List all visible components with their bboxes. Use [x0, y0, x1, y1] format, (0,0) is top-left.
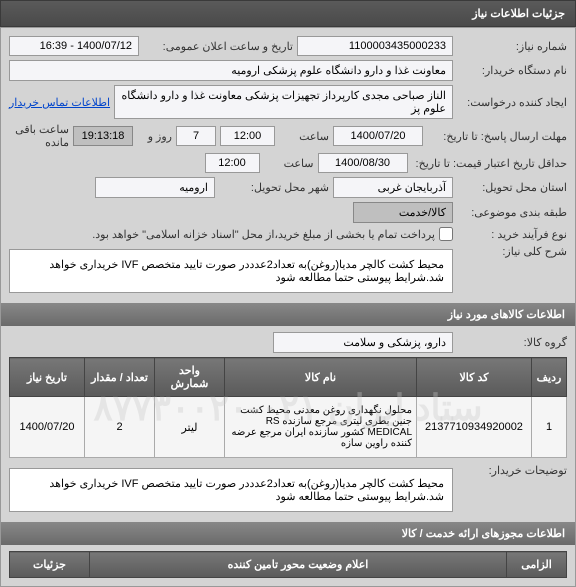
item-service-value: کالا/خدمت	[353, 202, 453, 223]
creator-label: ایجاد کننده درخواست:	[457, 96, 567, 109]
days-value: 7	[176, 126, 216, 146]
send-time-value: 12:00	[220, 126, 275, 146]
valid-date-value: 1400/08/30	[318, 153, 408, 173]
cell-qty: 2	[85, 397, 155, 458]
announce-value: 1400/07/12 - 16:39	[9, 36, 139, 56]
item-service-label: طبقه بندی موضوعی:	[457, 206, 567, 219]
time-label-2: ساعت	[264, 157, 314, 170]
need-no-label: شماره نیاز:	[457, 40, 567, 53]
send-date-value: 1400/07/20	[333, 126, 423, 146]
city-value: ارومیه	[95, 177, 215, 198]
col-qty: تعداد / مقدار	[85, 358, 155, 397]
send-deadline-label: مهلت ارسال پاسخ: تا تاریخ:	[427, 130, 567, 143]
cell-rownum: 1	[532, 397, 567, 458]
city-label: شهر محل تحویل:	[219, 181, 329, 194]
need-no-value: 1100003435000233	[297, 36, 453, 56]
province-value: آذربایجان غربی	[333, 177, 453, 198]
valid-time-value: 12:00	[205, 153, 260, 173]
cell-name: محلول نگهداری روغن معدنی محیط کشت جنین ب…	[225, 397, 417, 458]
buy-process-checkbox[interactable]	[439, 227, 453, 241]
buyer-label: نام دستگاه خریدار:	[457, 64, 567, 77]
col-rownum: ردیف	[532, 358, 567, 397]
group-value: دارو، پزشکی و سلامت	[273, 332, 453, 353]
time-label-1: ساعت	[279, 130, 329, 143]
item-desc-label: توضیحات خریدار:	[457, 464, 567, 477]
remain-label: ساعت باقی مانده	[0, 123, 69, 149]
need-summary-value: محیط کشت کالچر مدیا(روغن)به تعداد2عدددر …	[9, 249, 453, 293]
contact-link[interactable]: اطلاعات تماس خریدار	[9, 96, 110, 109]
cell-date: 1400/07/20	[10, 397, 85, 458]
permits-table: الزامی اعلام وضعیت محور تامین کننده جزئی…	[9, 551, 567, 578]
province-label: استان محل تحویل:	[457, 181, 567, 194]
buy-process-label: نوع فرآیند خرید :	[457, 228, 567, 241]
col-code: کد کالا	[417, 358, 532, 397]
permits-section-header: اطلاعات مجوزهای ارائه خدمت / کالا	[1, 522, 575, 545]
col-name: نام کالا	[225, 358, 417, 397]
days-label: روز و	[137, 130, 172, 143]
need-summary-label: شرح کلی نیاز:	[457, 245, 567, 258]
items-section-header: اطلاعات کالاهای مورد نیاز	[1, 303, 575, 326]
creator-value: الناز صباحی مجدی کارپرداز تجهیزات پزشکی …	[114, 85, 453, 119]
valid-deadline-label: حداقل تاریخ اعتبار قیمت: تا تاریخ:	[412, 157, 567, 170]
item-desc-value: محیط کشت کالچر مدیا(روغن)به تعداد2عدددر …	[9, 468, 453, 512]
panel-body: شماره نیاز: 1100003435000233 تاریخ و ساع…	[0, 27, 576, 587]
buyer-value: معاونت غذا و دارو دانشگاه علوم پزشکی ارو…	[9, 60, 453, 81]
table-row[interactable]: 1 2137710934920002 محلول نگهداری روغن مع…	[10, 397, 567, 458]
announce-label: تاریخ و ساعت اعلان عمومی:	[143, 40, 293, 53]
permits-col-3: جزئیات	[10, 552, 90, 578]
items-table: ردیف کد کالا نام کالا واحد شمارش تعداد /…	[9, 357, 567, 458]
panel-title: جزئیات اطلاعات نیاز	[0, 0, 576, 27]
buy-process-chk-label: پرداخت تمام یا بخشی از مبلغ خرید،از محل …	[92, 228, 435, 241]
col-unit: واحد شمارش	[155, 358, 225, 397]
group-label: گروه کالا:	[457, 336, 567, 349]
permits-col-1: الزامی	[507, 552, 567, 578]
cell-unit: لیتر	[155, 397, 225, 458]
col-date: تاریخ نیاز	[10, 358, 85, 397]
permits-col-2: اعلام وضعیت محور تامین کننده	[90, 552, 507, 578]
cell-code: 2137710934920002	[417, 397, 532, 458]
remain-time-value: 19:13:18	[73, 126, 133, 146]
